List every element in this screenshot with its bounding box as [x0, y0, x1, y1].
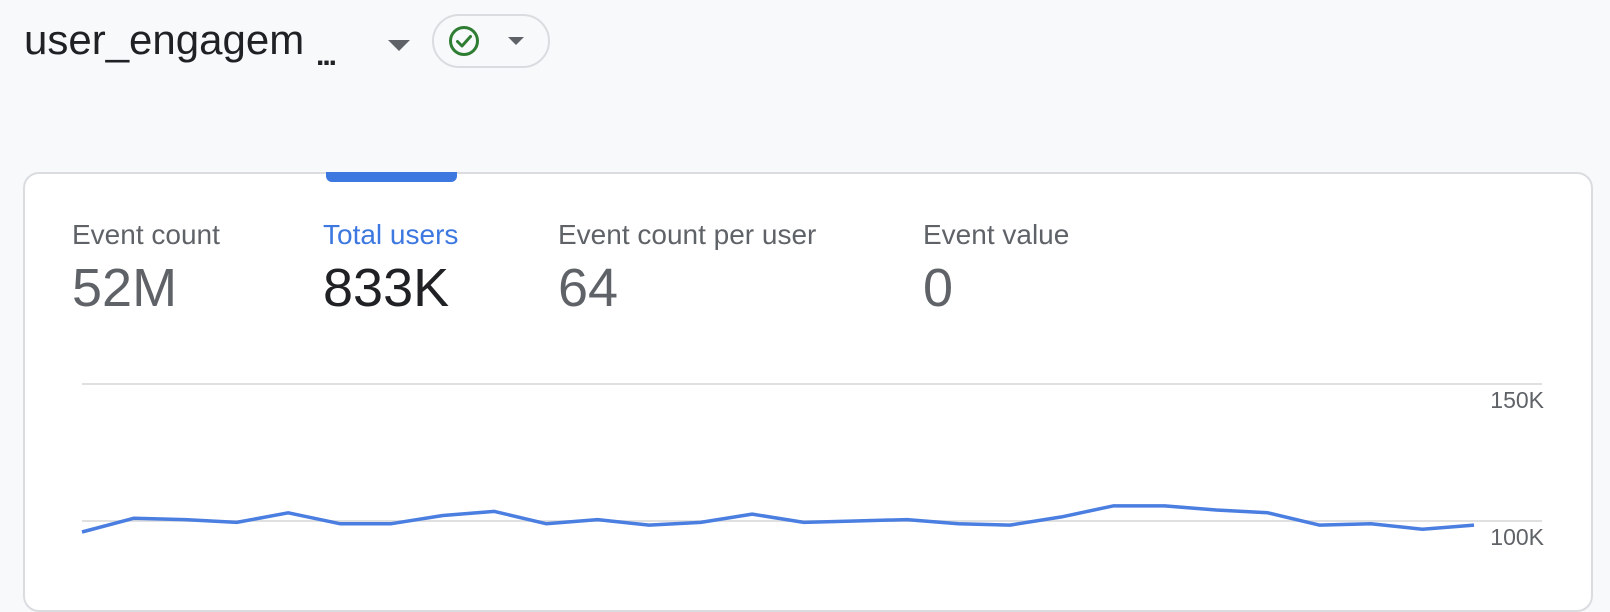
metric-value: 52M [72, 258, 178, 318]
metrics-card [23, 172, 1593, 612]
series-line [81, 504, 1475, 534]
metric-tab-event-value[interactable]: Event value 0 [923, 218, 1069, 320]
title-ellipsis: ... [316, 39, 337, 72]
event-name-title[interactable]: user_engagem [24, 16, 305, 63]
metric-tab-event-count[interactable]: Event count 52M [72, 218, 220, 320]
metric-value: 833K [323, 258, 450, 318]
status-dropdown-chip[interactable] [432, 14, 550, 68]
metric-label: Event value [923, 219, 1070, 250]
users-line-chart: 150K 100K [81, 383, 1545, 550]
metric-tab-total-users[interactable]: Total users 833K [323, 218, 458, 320]
y-tick-label: 100K [1490, 524, 1544, 550]
metric-label: Event count [72, 219, 220, 250]
y-tick-label: 150K [1490, 387, 1544, 413]
metric-label: Event count per user [558, 219, 817, 250]
active-tab-indicator [326, 172, 457, 182]
metric-tab-event-count-per-user[interactable]: Event count per user 64 [558, 218, 816, 320]
event-dropdown-caret-icon[interactable] [388, 40, 410, 51]
check-circle-icon [449, 26, 479, 56]
chip-caret-icon [508, 37, 524, 45]
metric-value: 64 [558, 258, 619, 318]
metric-value: 0 [923, 258, 954, 318]
metric-label: Total users [323, 219, 459, 250]
